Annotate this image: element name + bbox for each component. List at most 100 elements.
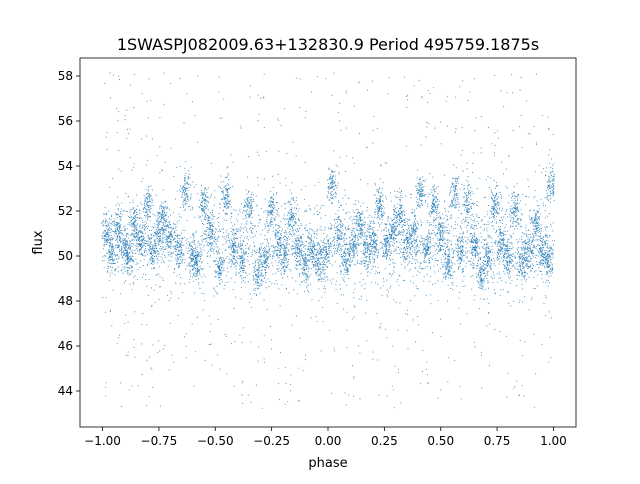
scatter-point [220,269,222,271]
scatter-point [146,243,148,245]
scatter-point [115,213,117,215]
scatter-point [215,263,217,266]
scatter-point [334,241,336,243]
scatter-point [139,217,141,219]
scatter-point [157,227,159,229]
scatter-point [181,191,184,193]
scatter-point [177,266,180,268]
scatter-point [183,191,185,193]
scatter-point [201,261,203,263]
scatter-point [279,238,281,240]
scatter-point [415,186,417,188]
scatter-point [213,233,215,236]
scatter-point [176,234,178,236]
scatter-point [448,268,450,270]
scatter-point [290,217,292,219]
scatter-point [409,244,411,246]
scatter-point [257,269,259,271]
scatter-point [433,188,435,190]
scatter-point [191,259,193,262]
scatter-point [176,246,178,248]
scatter-point [384,252,386,255]
scatter-point [371,228,373,231]
scatter-point [386,224,388,226]
scatter-point [159,223,161,225]
scatter-point [312,245,314,247]
scatter-point [127,254,129,256]
scatter-point [289,233,291,235]
scatter-point [230,254,232,256]
scatter-point [114,274,116,276]
scatter-point [147,214,149,216]
scatter-point [163,219,165,221]
scatter-point [403,210,405,212]
scatter-point [446,266,448,268]
scatter-point [350,261,352,263]
scatter-point [127,259,129,261]
scatter-point [336,184,339,186]
scatter-point [429,242,431,245]
scatter-point [130,273,132,276]
scatter-point [381,195,383,197]
scatter-point [258,278,261,280]
scatter-point [383,228,385,231]
scatter-point [254,270,256,272]
scatter-point [388,257,390,259]
scatter-point [345,254,347,256]
scatter-point [452,247,454,250]
scatter-point [270,255,272,257]
scatter-point [163,236,165,239]
scatter-point [378,191,380,193]
scatter-point [216,271,218,273]
scatter-point [233,244,235,246]
scatter-point [232,241,234,243]
scatter-point [330,176,332,178]
scatter-point [393,232,395,234]
scatter-point [171,230,173,232]
scatter-point [161,206,163,208]
scatter-point [209,197,211,199]
scatter-point [400,212,402,214]
scatter-point [252,224,254,227]
scatter-point [264,249,266,251]
scatter-point [455,185,457,187]
scatter-point [251,207,253,209]
scatter-point [397,214,399,216]
scatter-point [151,202,153,204]
scatter-point [259,256,261,258]
scatter-point [451,182,453,184]
scatter-point [129,273,131,275]
scatter-point [163,213,165,215]
scatter-point [209,226,211,228]
scatter-point [170,247,172,249]
scatter-point [402,234,404,236]
scatter-point [359,224,361,226]
scatter-point [198,272,200,274]
scatter-point [337,224,339,226]
scatter-point [377,206,379,208]
scatter-point [449,277,451,279]
scatter-point [152,246,154,248]
scatter-point [345,255,347,257]
scatter-point [127,237,129,239]
scatter-point [280,234,283,237]
scatter-point [430,189,432,191]
scatter-point [132,253,134,255]
scatter-point [401,197,403,199]
scatter-point [261,262,263,264]
scatter-point [278,237,280,239]
scatter-point [302,257,304,260]
scatter-point [225,197,227,199]
scatter-point [280,259,282,261]
scatter-point [271,210,273,212]
scatter-point [148,186,150,188]
scatter-point [449,266,451,268]
scatter-point [220,267,222,269]
scatter-point [351,240,353,242]
scatter-point [412,226,414,228]
scatter-point [114,235,116,237]
scatter-point [408,238,410,240]
scatter-point [336,234,338,237]
scatter-point [280,233,282,235]
scatter-point [304,265,306,267]
